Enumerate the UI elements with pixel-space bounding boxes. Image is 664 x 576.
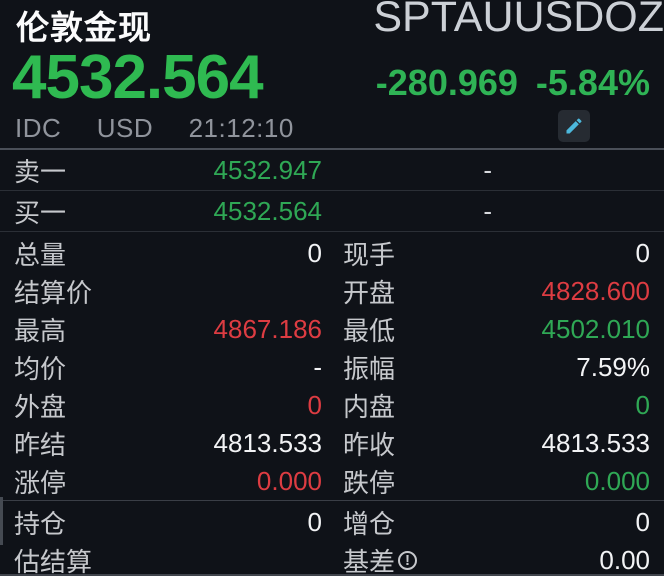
open-label: 开盘 — [343, 277, 396, 308]
low-label: 最低 — [343, 315, 396, 346]
basis-value: 0.00 — [599, 544, 650, 575]
bottom-divider — [0, 574, 664, 576]
last-price: 4532.564 — [12, 43, 264, 112]
open-interest-label: 持仓 — [14, 508, 67, 539]
high-label: 最高 — [14, 315, 67, 346]
stats-block: 总量 0 现手 0 结算价 开盘 4828.600 最高 4867.186 最低… — [0, 232, 664, 500]
ask-row[interactable]: 卖一 4532.947 - — [0, 150, 664, 191]
info-icon[interactable]: ! — [398, 550, 418, 570]
limit-up-value: 0.000 — [256, 465, 322, 496]
ask-volume: - — [483, 154, 492, 185]
limit-up-label: 涨停 — [14, 467, 67, 498]
bid-label: 买一 — [14, 197, 67, 228]
prev-close-label: 昨收 — [343, 429, 396, 460]
open-interest-value: 0 — [307, 506, 322, 537]
section-divider — [0, 500, 664, 501]
average-price-label: 均价 — [14, 353, 67, 384]
price-change: -280.969 — [375, 62, 518, 103]
stat-row-position: 持仓 0 增仓 0 — [0, 503, 664, 541]
limit-down-value: 0.000 — [584, 465, 650, 496]
quote-time: 21:12:10 — [188, 113, 294, 143]
open-value: 4828.600 — [541, 275, 650, 306]
current-volume-label: 现手 — [343, 239, 396, 270]
bid-volume: - — [483, 195, 492, 226]
bid-row[interactable]: 买一 4532.564 - — [0, 191, 664, 232]
position-block: 持仓 0 增仓 0 估结算 基差 ! 0.00 — [0, 501, 664, 576]
outer-volume-label: 外盘 — [14, 391, 67, 422]
stat-row-settle-open: 结算价 开盘 4828.600 — [0, 272, 664, 310]
basis-label-group: 基差 ! — [343, 542, 470, 576]
interest-change-label: 增仓 — [343, 508, 396, 539]
instrument-symbol: SPTAUUSDOZ — [373, 0, 664, 41]
bid-price: 4532.564 — [213, 195, 322, 226]
ask-label: 卖一 — [14, 156, 67, 187]
low-value: 4502.010 — [541, 313, 650, 344]
stat-row-avg-amplitude: 均价 - 振幅 7.59% — [0, 348, 664, 386]
interest-change-value: 0 — [635, 506, 650, 537]
stat-row-volume: 总量 0 现手 0 — [0, 234, 664, 272]
quote-meta: IDC USD 21:12:10 — [15, 113, 294, 144]
stat-row-high-low: 最高 4867.186 最低 4502.010 — [0, 310, 664, 348]
prev-close-value: 4813.533 — [541, 427, 650, 458]
pencil-icon — [564, 116, 584, 136]
inner-volume-value: 0 — [635, 389, 650, 420]
ask-price: 4532.947 — [213, 154, 322, 185]
edit-button[interactable] — [558, 110, 590, 142]
settlement-label: 结算价 — [14, 277, 93, 308]
stat-row-outer-inner: 外盘 0 内盘 0 — [0, 386, 664, 424]
scroll-indicator[interactable] — [0, 497, 3, 545]
instrument-name: 伦敦金现 — [16, 9, 152, 46]
currency: USD — [96, 113, 154, 143]
current-volume-value: 0 — [635, 237, 650, 268]
limit-down-label: 跌停 — [343, 467, 396, 498]
inner-volume-label: 内盘 — [343, 391, 396, 422]
stat-row-prev: 昨结 4813.533 昨收 4813.533 — [0, 424, 664, 462]
est-settlement-label: 估结算 — [14, 546, 93, 576]
prev-settlement-value: 4813.533 — [213, 427, 322, 458]
price-change-percent: -5.84% — [535, 62, 650, 103]
average-price-value: - — [313, 351, 322, 382]
data-source: IDC — [15, 113, 62, 143]
quote-header: 伦敦金现 SPTAUUSDOZ 4532.564 -280.969 -5.84%… — [0, 0, 664, 150]
basis-label: 基差 — [343, 546, 396, 576]
prev-settlement-label: 昨结 — [14, 429, 67, 460]
stat-row-limits: 涨停 0.000 跌停 0.000 — [0, 462, 664, 500]
amplitude-value: 7.59% — [576, 351, 650, 382]
amplitude-label: 振幅 — [343, 353, 396, 384]
total-volume-value: 0 — [307, 237, 322, 268]
stat-row-basis: 估结算 基差 ! 0.00 — [0, 541, 664, 576]
total-volume-label: 总量 — [14, 239, 67, 270]
price-change-group: -280.969 -5.84% — [376, 62, 650, 104]
outer-volume-value: 0 — [307, 389, 322, 420]
high-value: 4867.186 — [213, 313, 322, 344]
